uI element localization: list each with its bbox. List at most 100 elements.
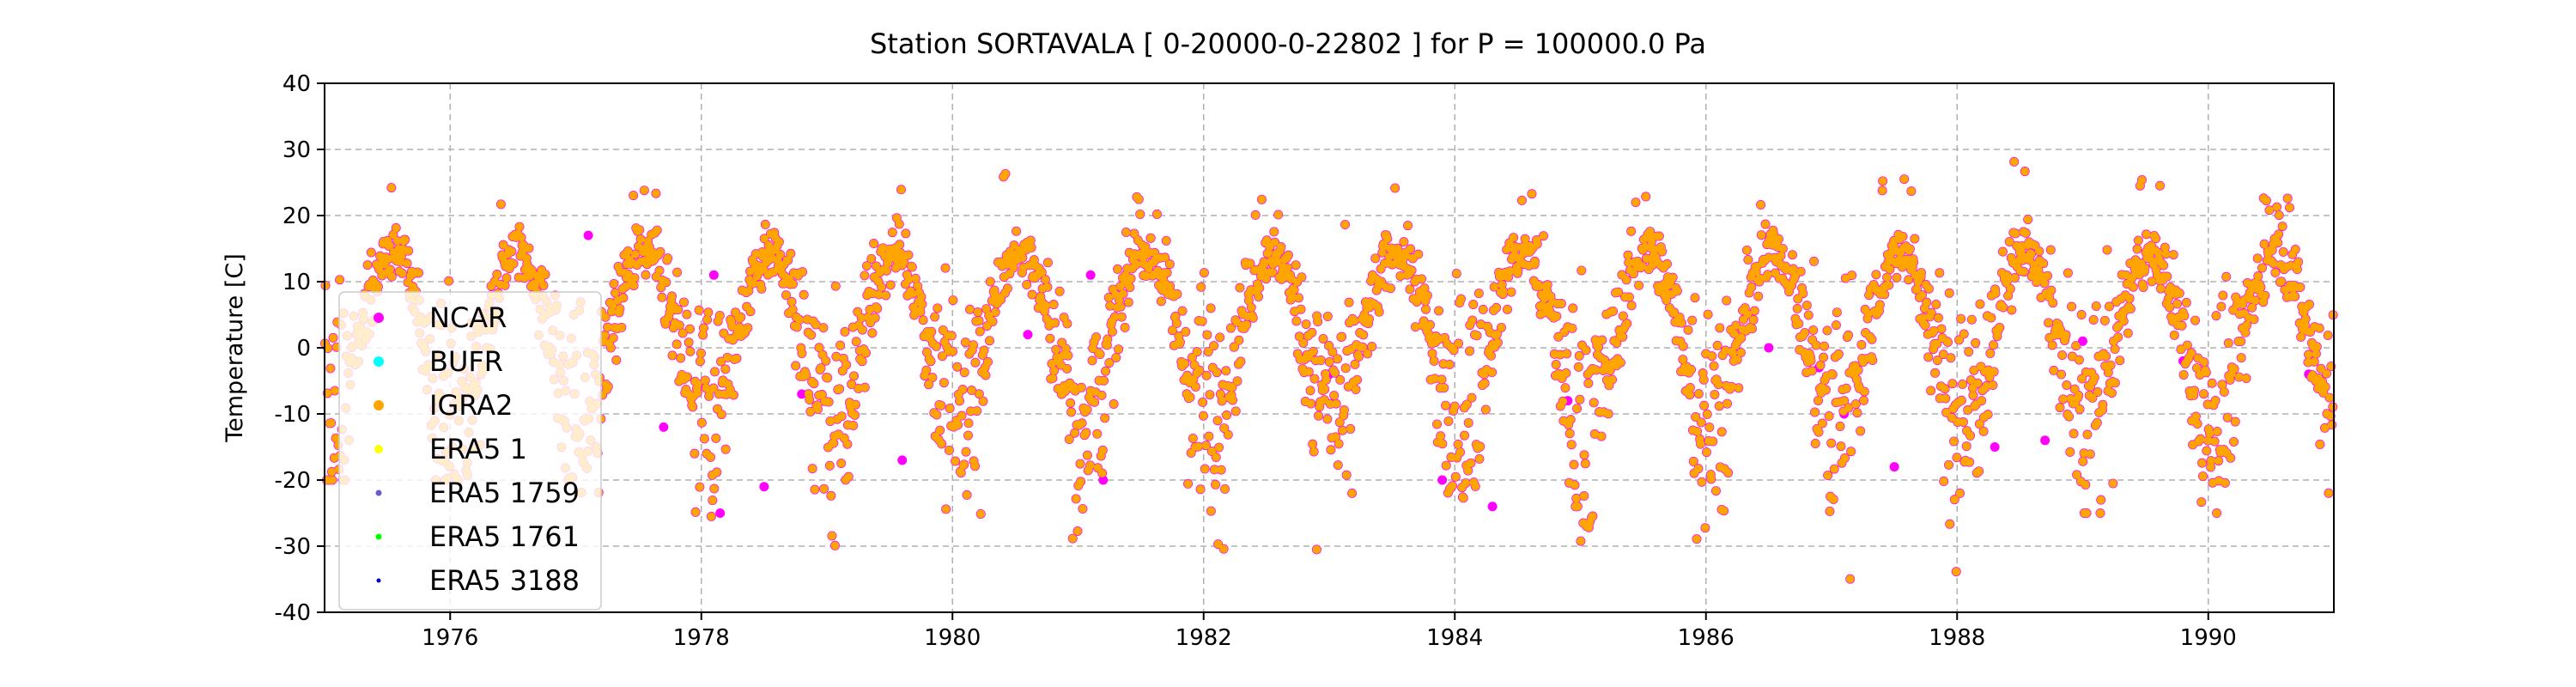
igra2-point xyxy=(1703,410,1712,419)
igra2-point xyxy=(702,315,712,325)
igra2-point xyxy=(1323,312,1333,321)
igra2-point xyxy=(2093,387,2102,397)
igra2-point xyxy=(1475,442,1485,451)
igra2-point xyxy=(2057,370,2066,379)
igra2-point xyxy=(1454,339,1463,348)
igra2-point xyxy=(1697,418,1706,427)
igra2-point xyxy=(947,331,957,340)
igra2-point xyxy=(1717,428,1727,436)
igra2-point xyxy=(1330,368,1340,378)
igra2-point xyxy=(1467,393,1476,402)
igra2-point xyxy=(1456,295,1466,303)
igra2-point xyxy=(976,509,986,519)
igra2-point xyxy=(808,464,817,473)
igra2-point xyxy=(1215,333,1224,342)
igra2-point xyxy=(1076,459,1084,468)
igra2-point xyxy=(2031,241,2039,250)
igra2-point xyxy=(2071,341,2081,350)
igra2-point xyxy=(1328,348,1337,356)
igra2-point xyxy=(2064,412,2074,421)
igra2-point xyxy=(1953,417,1962,427)
igra2-point xyxy=(1320,395,1329,404)
igra2-point xyxy=(2062,380,2071,390)
igra2-point xyxy=(678,329,687,337)
igra2-point xyxy=(1959,417,1968,427)
igra2-point xyxy=(810,379,818,388)
igra2-point xyxy=(917,292,926,301)
igra2-point xyxy=(1487,368,1497,377)
ncar-outlier-point xyxy=(1098,475,1109,485)
igra2-point xyxy=(606,344,616,352)
igra2-point xyxy=(1037,268,1047,277)
igra2-point xyxy=(1480,379,1489,388)
igra2-point xyxy=(819,323,828,332)
igra2-point xyxy=(1949,437,1959,446)
igra2-point xyxy=(746,307,755,316)
igra2-point xyxy=(1204,347,1213,356)
igra2-point xyxy=(1705,423,1714,432)
igra2-point xyxy=(1510,242,1520,251)
igra2-point xyxy=(389,230,398,240)
igra2-point xyxy=(953,420,963,429)
igra2-point xyxy=(1396,271,1405,281)
igra2-point xyxy=(2083,430,2092,439)
igra2-point xyxy=(1956,314,1965,324)
igra2-point xyxy=(1691,293,1699,302)
igra2-point xyxy=(1479,305,1488,314)
igra2-point xyxy=(2048,341,2057,350)
igra2-point xyxy=(1270,238,1279,247)
igra2-point xyxy=(696,483,704,491)
igra2-point xyxy=(1255,283,1264,293)
igra2-point xyxy=(1570,460,1578,469)
igra2-point xyxy=(749,279,758,288)
igra2-point xyxy=(1622,276,1631,284)
igra2-point xyxy=(1568,304,1577,313)
igra2-point xyxy=(641,271,650,279)
igra2-point xyxy=(331,386,339,395)
igra2-point xyxy=(981,371,990,380)
igra2-point xyxy=(1691,412,1700,422)
igra2-point xyxy=(1316,356,1326,365)
igra2-point xyxy=(2080,449,2088,458)
igra2-point xyxy=(661,319,670,329)
igra2-point xyxy=(732,354,741,363)
igra2-point xyxy=(693,380,702,388)
igra2-point xyxy=(1244,296,1254,305)
igra2-point xyxy=(1088,356,1097,365)
igra2-point xyxy=(1492,330,1502,338)
igra2-point xyxy=(1077,383,1086,392)
igra2-point xyxy=(1965,458,1974,466)
igra2-point xyxy=(1687,316,1697,325)
igra2-point xyxy=(1629,270,1638,278)
igra2-point xyxy=(2086,450,2095,459)
igra2-point xyxy=(1103,335,1112,344)
igra2-point xyxy=(1200,465,1210,473)
igra2-point xyxy=(1821,386,1831,394)
igra2-point xyxy=(1801,328,1809,337)
igra2-point xyxy=(1589,512,1597,520)
igra2-point xyxy=(2134,236,2143,245)
igra2-point xyxy=(1841,274,1850,283)
igra2-point xyxy=(1135,210,1145,219)
igra2-point xyxy=(1882,273,1892,282)
igra2-point xyxy=(1799,289,1807,298)
igra2-point xyxy=(2020,167,2030,176)
igra2-point xyxy=(1251,210,1260,220)
igra2-point xyxy=(1964,347,1973,356)
igra2-point xyxy=(1352,385,1360,394)
igra2-point xyxy=(1209,341,1218,350)
igra2-point xyxy=(1845,575,1855,584)
igra2-point xyxy=(1514,266,1522,276)
igra2-point xyxy=(1009,264,1018,272)
igra2-point xyxy=(2125,294,2134,303)
igra2-point xyxy=(1335,375,1345,385)
igra2-point xyxy=(850,410,860,420)
igra2-point xyxy=(493,270,501,279)
igra2-point xyxy=(1249,313,1258,323)
igra2-point xyxy=(1970,366,1978,375)
igra2-point xyxy=(1851,399,1861,409)
igra2-point xyxy=(1188,434,1198,443)
igra2-point xyxy=(1973,379,1983,388)
igra2-point xyxy=(1568,324,1577,333)
igra2-point xyxy=(1999,303,2008,312)
